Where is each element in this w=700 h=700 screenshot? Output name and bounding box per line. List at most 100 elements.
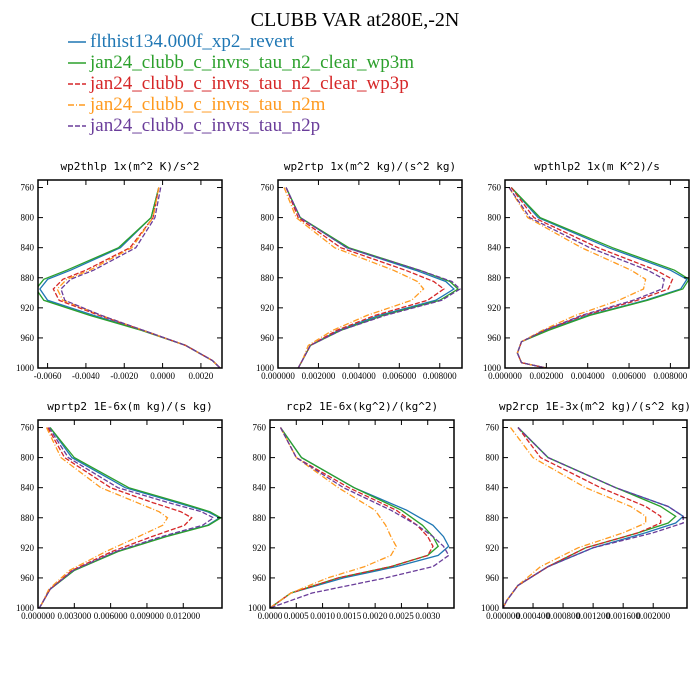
y-tick-label: 840	[488, 243, 502, 253]
x-tick-label: 0.001600	[606, 611, 640, 621]
series-line	[60, 187, 221, 368]
y-tick-label: 920	[253, 543, 267, 553]
y-tick-label: 880	[488, 273, 502, 283]
x-tick-label: -0.0040	[72, 371, 100, 381]
x-tick-label: 0.0020	[189, 371, 214, 381]
legend-entry: jan24_clubb_c_invrs_tau_n2m	[68, 94, 326, 115]
plot-frame	[504, 179, 690, 369]
y-tick-label: 760	[486, 423, 500, 433]
plot-frame	[269, 419, 455, 609]
y-tick-label: 880	[21, 273, 35, 283]
legend: flthist134.000f_xp2_revertjan24_clubb_c_…	[68, 31, 414, 136]
x-tick-label: 0.000000	[21, 611, 55, 621]
x-tick-label: 0.009000	[130, 611, 164, 621]
x-tick-label: -0.0020	[110, 371, 138, 381]
y-tick-label: 920	[261, 303, 275, 313]
y-tick-label: 760	[261, 183, 275, 193]
series-line	[285, 187, 445, 368]
panels: wp2thlp 1x(m^2 K)/s^2 760 800 840 880 920 960 1…	[16, 160, 691, 621]
series-line	[39, 187, 221, 368]
legend-label: jan24_clubb_c_invrs_tau_n2p	[89, 115, 320, 136]
figure-title: CLUBB VAR at280E,-2N	[251, 9, 460, 31]
series-line	[508, 187, 647, 368]
y-tick-label: 800	[253, 453, 267, 463]
legend-entry: jan24_clubb_c_invrs_tau_n2p	[68, 115, 320, 136]
series-line	[503, 427, 647, 608]
y-tick-label: 960	[253, 573, 267, 583]
y-tick-label: 960	[21, 333, 35, 343]
series-line	[503, 427, 684, 608]
y-tick-label: 760	[488, 183, 502, 193]
y-tick-label: 840	[486, 483, 500, 493]
x-tick-label: 0.0030	[415, 611, 440, 621]
plot-frame	[277, 179, 463, 369]
series-line	[52, 187, 221, 368]
y-tick-label: 800	[21, 453, 35, 463]
plot-frame	[37, 419, 223, 609]
chart-panel: wprtp2 1E-6x(m kg)/(s kg) 760 800 840 880 920…	[16, 400, 223, 621]
y-tick-label: 800	[488, 213, 502, 223]
series-line	[503, 427, 662, 608]
chart-panel: wpthlp2 1x(m K^2)/s 760 800 840 880 920 960 100…	[483, 160, 690, 381]
y-tick-label: 920	[21, 543, 35, 553]
series-line	[38, 427, 193, 608]
series-line	[56, 187, 221, 368]
x-tick-label: 0.008000	[423, 371, 457, 381]
x-tick-label: 0.000000	[261, 371, 295, 381]
series-line	[270, 427, 450, 608]
x-tick-label: 0.0005	[284, 611, 309, 621]
y-tick-label: 760	[253, 423, 267, 433]
y-tick-label: 960	[261, 333, 275, 343]
panel-title: wp2rcp 1E-3x(m^2 kg)/(s^2 kg)	[499, 400, 691, 413]
y-tick-label: 840	[253, 483, 267, 493]
y-tick-label: 800	[21, 213, 35, 223]
series-line	[38, 427, 169, 608]
legend-entry: jan24_clubb_c_invrs_tau_n2_clear_wp3p	[68, 73, 409, 94]
y-tick-label: 800	[261, 213, 275, 223]
chart-panel: wp2thlp 1x(m^2 K)/s^2 760 800 840 880 920 960 1…	[16, 160, 223, 381]
y-tick-label: 1000	[483, 363, 502, 373]
y-tick-label: 880	[253, 513, 267, 523]
legend-entry: flthist134.000f_xp2_revert	[68, 31, 295, 52]
y-tick-label: 960	[486, 573, 500, 583]
legend-label: jan24_clubb_c_invrs_tau_n2_clear_wp3p	[89, 73, 409, 94]
series-line	[285, 187, 462, 368]
panel-title: wp2thlp 1x(m^2 K)/s^2	[60, 160, 199, 173]
x-tick-label: 0.006000	[94, 611, 128, 621]
x-tick-label: 0.008000	[654, 371, 688, 381]
series-group	[38, 427, 222, 608]
y-tick-label: 840	[21, 243, 35, 253]
series-group	[283, 187, 462, 368]
x-tick-label: 0.0015	[336, 611, 361, 621]
y-tick-label: 1000	[16, 603, 35, 613]
series-line	[38, 427, 215, 608]
series-group	[503, 427, 685, 608]
panel-title: wp2rtp 1x(m^2 kg)/(s^2 kg)	[284, 160, 456, 173]
y-tick-label: 920	[21, 303, 35, 313]
x-tick-label: 0.006000	[382, 371, 416, 381]
chart-panel: rcp2 1E-6x(kg^2)/(kg^2) 760 800 840 880 920 96…	[248, 400, 455, 621]
legend-entry: jan24_clubb_c_invrs_tau_n2_clear_wp3m	[68, 52, 414, 73]
chart-panel: wp2rcp 1E-3x(m^2 kg)/(s^2 kg) 760 800 840 88…	[481, 400, 691, 621]
x-tick-label: 0.000000	[488, 371, 522, 381]
x-tick-label: 0.0000	[150, 371, 175, 381]
x-tick-label: 0.000000	[486, 611, 520, 621]
y-tick-label: 880	[486, 513, 500, 523]
series-line	[503, 427, 677, 608]
x-tick-label: 0.004000	[571, 371, 605, 381]
x-tick-label: 0.004000	[342, 371, 376, 381]
y-tick-label: 920	[486, 543, 500, 553]
x-tick-label: 0.0025	[389, 611, 414, 621]
series-group	[38, 187, 221, 368]
plot-frame	[502, 419, 688, 609]
series-group	[270, 427, 450, 608]
chart-panel: wp2rtp 1x(m^2 kg)/(s^2 kg) 760 800 840 880 92…	[256, 160, 463, 381]
y-tick-label: 1000	[248, 603, 267, 613]
series-group	[508, 187, 689, 368]
series-line	[38, 187, 221, 368]
x-tick-label: 0.000800	[546, 611, 580, 621]
x-tick-label: 0.012000	[166, 611, 200, 621]
y-tick-label: 960	[21, 573, 35, 583]
x-tick-label: 0.006000	[612, 371, 646, 381]
series-line	[270, 427, 397, 608]
